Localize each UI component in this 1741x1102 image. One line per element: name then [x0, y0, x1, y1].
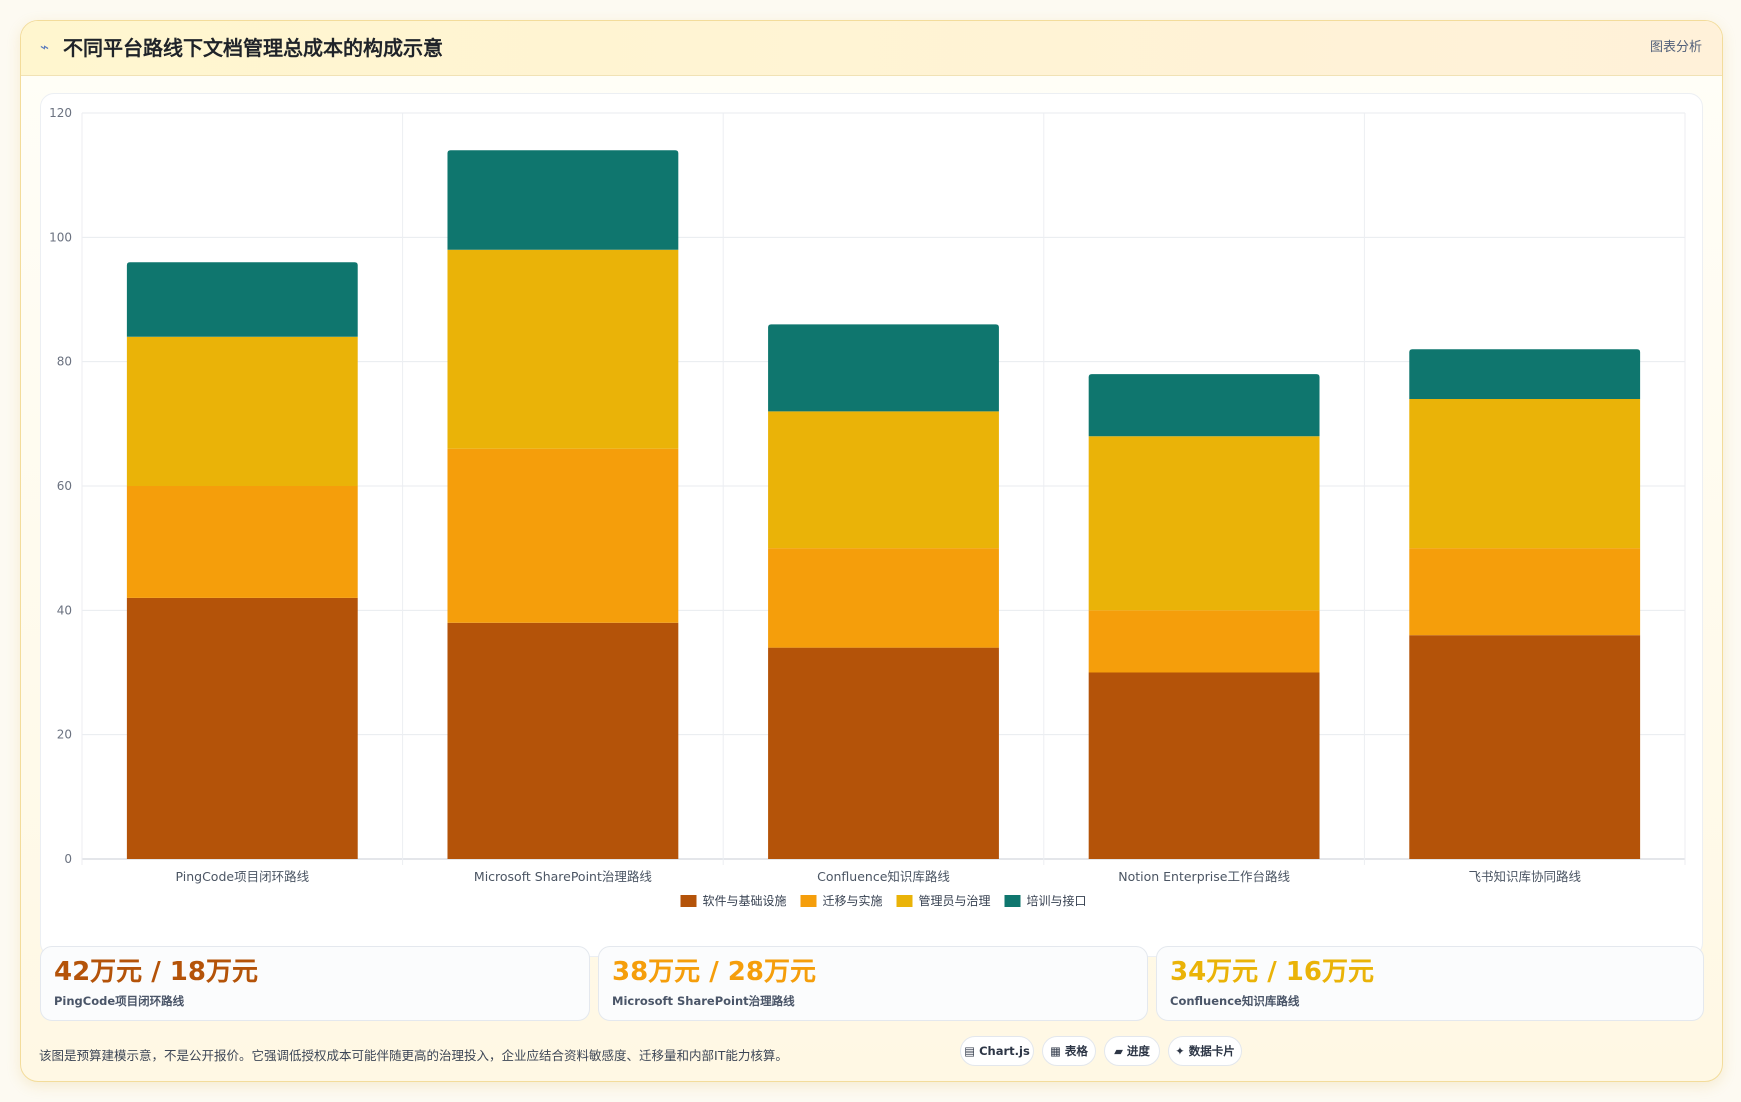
- stacked-bar-chart: 0 20 40 60 80 100 120 PingCode项目闭环路线 Microsoft S…: [49, 106, 1686, 908]
- chart-line-icon: ⌁: [40, 38, 50, 56]
- legend-label: 迁移与实施: [823, 893, 883, 908]
- stat-value: 42万元 / 18万元: [54, 957, 258, 987]
- y-tick-label: 80: [57, 355, 72, 369]
- bar-segment: [126, 486, 358, 598]
- bar-segment: [126, 597, 358, 859]
- y-tick-label: 60: [57, 479, 72, 493]
- stat-label: Microsoft SharePoint治理路线: [612, 994, 795, 1008]
- y-tick-label: 120: [49, 106, 72, 120]
- legend-swatch: [1004, 895, 1021, 907]
- stat-card-1: 42万元 / 18万元 PingCode项目闭环路线: [40, 946, 590, 1021]
- stat-value: 38万元 / 28万元: [612, 957, 816, 987]
- chart-title: 不同平台路线下文档管理总成本的构成示意: [63, 36, 443, 60]
- y-tick-label: 40: [57, 603, 72, 617]
- card-header: ⌁ 不同平台路线下文档管理总成本的构成示意 图表分析: [21, 21, 1722, 76]
- bar-segment: [1409, 548, 1641, 636]
- chart-panel: 0 20 40 60 80 100 120 PingCode项目闭环路线 Microsoft S…: [40, 93, 1703, 957]
- x-tick-label: Microsoft SharePoint治理路线: [474, 869, 652, 884]
- bar-segment: [768, 411, 999, 549]
- bar-segment: [1088, 672, 1320, 859]
- progress-chip[interactable]: ▰ 进度: [1104, 1036, 1160, 1066]
- y-tick-label: 100: [49, 230, 72, 244]
- legend-label: 管理员与治理: [919, 893, 991, 908]
- stat-label: Confluence知识库路线: [1170, 994, 1300, 1008]
- bar-segment: [1088, 436, 1320, 611]
- chartjs-chip[interactable]: ▤ Chart.js: [960, 1036, 1034, 1066]
- x-tick-label: Notion Enterprise工作台路线: [1118, 869, 1290, 884]
- x-tick-label: PingCode项目闭环路线: [175, 869, 309, 884]
- bar-segment: [1409, 635, 1641, 859]
- legend-label: 软件与基础设施: [703, 894, 787, 908]
- y-tick-label: 0: [64, 852, 72, 866]
- bar-segment: [447, 150, 679, 250]
- legend-swatch: [896, 895, 913, 907]
- bar-segment: [768, 548, 999, 648]
- table-chip[interactable]: ▦ 表格: [1042, 1036, 1096, 1066]
- stat-label: PingCode项目闭环路线: [54, 994, 185, 1008]
- bar-segment: [768, 324, 999, 412]
- data-card-chip[interactable]: ✦ 数据卡片: [1168, 1036, 1242, 1066]
- bar-segment: [1088, 610, 1320, 673]
- x-tick-label: 飞书知识库协同路线: [1468, 869, 1581, 884]
- bar-segment: [768, 647, 999, 859]
- legend-swatch: [800, 895, 817, 907]
- bar-segment: [1409, 398, 1641, 549]
- bar-segment: [447, 622, 679, 859]
- stat-card-2: 38万元 / 28万元 Microsoft SharePoint治理路线: [598, 946, 1148, 1021]
- bar-segment: [1088, 374, 1320, 437]
- legend-label: 培训与接口: [1027, 893, 1087, 908]
- legend-swatch: [680, 895, 697, 907]
- bar-segment: [447, 448, 679, 623]
- bar-segment: [126, 336, 358, 486]
- chart-card: ⌁ 不同平台路线下文档管理总成本的构成示意 图表分析 0 20 40 60 80 100 1…: [20, 20, 1723, 1082]
- stat-value: 34万元 / 16万元: [1170, 957, 1374, 987]
- chart-analysis-button[interactable]: 图表分析: [1649, 40, 1702, 55]
- chart-footnote: 该图是预算建模示意，不是公开报价。它强调低授权成本可能伴随更高的治理投入，企业应…: [39, 1048, 788, 1063]
- bar-segment: [1409, 349, 1641, 399]
- y-tick-label: 20: [57, 728, 72, 742]
- bar-segment: [126, 262, 358, 337]
- bar-segment: [447, 249, 679, 449]
- stat-card-3: 34万元 / 16万元 Confluence知识库路线: [1156, 946, 1704, 1021]
- x-tick-label: Confluence知识库路线: [817, 869, 950, 884]
